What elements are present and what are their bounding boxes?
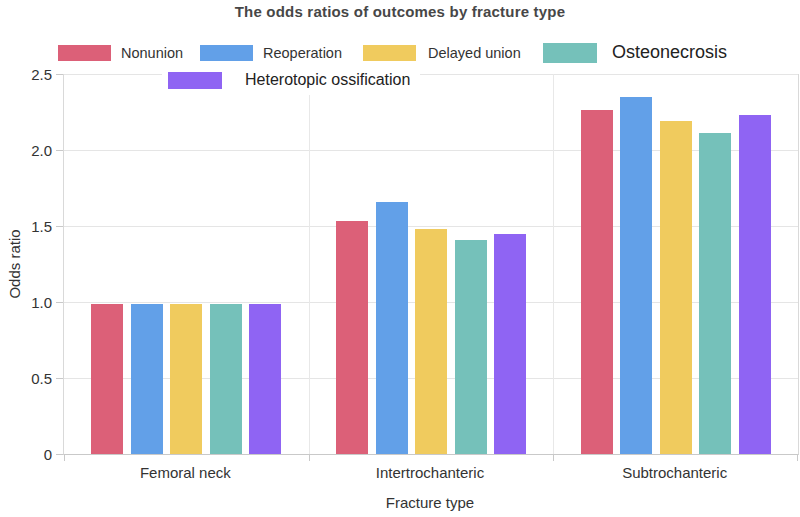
bar-heterotopic-ossification-0: [249, 304, 281, 454]
chart-title: The odds ratios of outcomes by fracture …: [0, 3, 800, 20]
bar-delayed-union-1: [415, 229, 447, 454]
y-tick-mark: [56, 74, 63, 75]
bar-heterotopic-ossification-2: [739, 115, 771, 454]
bar-nonunion-1: [336, 221, 368, 454]
bar-osteonecrosis-1: [455, 240, 487, 454]
x-category-label-subtrochanteric: Subtrochanteric: [622, 464, 727, 481]
legend-swatch-heterotopic-ossification: [168, 72, 222, 89]
legend-swatch-osteonecrosis: [543, 43, 597, 63]
y-tick-label-1.0: 1.0: [12, 294, 52, 311]
legend-item-reoperation: Reoperation: [200, 45, 342, 61]
figure: The odds ratios of outcomes by fracture …: [0, 0, 800, 517]
legend-label-reoperation: Reoperation: [263, 45, 342, 61]
bar-delayed-union-2: [660, 121, 692, 454]
legend-swatch-delayed-union: [363, 45, 416, 61]
bar-nonunion-2: [581, 110, 613, 454]
legend-swatch-reoperation: [200, 45, 253, 61]
x-tick-mark: [553, 454, 554, 461]
y-tick-label-1.5: 1.5: [12, 218, 52, 235]
x-tick-mark: [64, 454, 65, 461]
x-category-label-femoral-neck: Femoral neck: [140, 464, 231, 481]
gridline-x-separator: [309, 74, 310, 454]
legend-swatch-nonunion: [58, 45, 111, 61]
gridline-x-separator: [553, 74, 554, 454]
y-axis-title: Odds ratio: [6, 229, 23, 298]
x-tick-mark: [797, 454, 798, 461]
legend-label-delayed-union: Delayed union: [428, 45, 521, 61]
bar-reoperation-2: [620, 97, 652, 454]
bar-heterotopic-ossification-1: [494, 234, 526, 454]
legend-label-heterotopic-ossification: Heterotopic ossification: [245, 71, 410, 89]
bar-reoperation-0: [131, 304, 163, 454]
legend-item-heterotopic-ossification: Heterotopic ossification: [162, 63, 420, 95]
y-tick-mark: [56, 378, 63, 379]
bar-delayed-union-0: [170, 304, 202, 454]
x-category-label-intertrochanteric: Intertrochanteric: [376, 464, 484, 481]
x-axis-title: Fracture type: [63, 494, 797, 511]
y-tick-mark: [56, 150, 63, 151]
y-tick-mark: [56, 302, 63, 303]
bar-osteonecrosis-2: [699, 133, 731, 454]
x-tick-mark: [309, 454, 310, 461]
y-tick-mark: [56, 226, 63, 227]
plot-area: [63, 74, 799, 455]
legend-item-delayed-union: Delayed union: [363, 45, 521, 61]
legend-label-nonunion: Nonunion: [121, 45, 183, 61]
y-tick-label-0: 0: [12, 446, 52, 463]
y-tick-label-2.5: 2.5: [12, 66, 52, 83]
bar-reoperation-1: [376, 202, 408, 454]
legend-label-osteonecrosis: Osteonecrosis: [612, 42, 727, 63]
legend-item-osteonecrosis: Osteonecrosis: [543, 42, 727, 63]
y-tick-label-2.0: 2.0: [12, 142, 52, 159]
legend-item-nonunion: Nonunion: [58, 45, 183, 61]
y-tick-label-0.5: 0.5: [12, 370, 52, 387]
bar-osteonecrosis-0: [210, 304, 242, 454]
bar-nonunion-0: [91, 304, 123, 454]
y-tick-mark: [56, 454, 63, 455]
